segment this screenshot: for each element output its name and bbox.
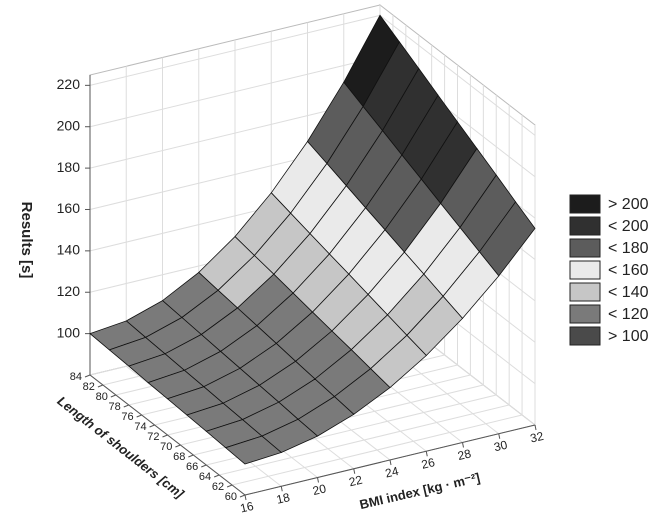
tick-mark <box>280 486 283 492</box>
x-tick-label: 30 <box>492 438 508 455</box>
z-tick-label: 180 <box>57 159 81 175</box>
y-tick-label: 70 <box>160 441 172 453</box>
x-tick-label: 20 <box>311 481 327 498</box>
legend-swatch <box>569 326 601 346</box>
tick-mark <box>188 454 194 458</box>
y-tick-label: 62 <box>212 481 224 493</box>
z-tick-label: 120 <box>57 283 81 299</box>
tick-mark <box>534 424 537 431</box>
z-tick-label: 140 <box>57 242 81 258</box>
legend-label: < 120 <box>608 306 649 323</box>
y-tick-label: 64 <box>199 471 211 483</box>
y-tick-label: 60 <box>225 491 237 503</box>
legend-swatch <box>569 238 601 258</box>
tick-mark <box>123 404 129 408</box>
tick-mark <box>110 394 117 398</box>
y-tick-label: 84 <box>70 371 82 383</box>
tick-mark <box>462 442 464 448</box>
tick-mark <box>201 464 207 468</box>
grid-line <box>231 414 523 486</box>
tick-mark <box>84 374 91 378</box>
legend-label: > 200 <box>608 196 649 213</box>
tick-mark <box>175 444 181 448</box>
x-tick-label: 24 <box>384 464 400 481</box>
surface-patch <box>224 435 283 465</box>
tick-mark <box>317 477 319 483</box>
x-axis-title: BMI index [kg · m⁻²] <box>358 470 481 512</box>
tick-mark <box>353 468 356 474</box>
tick-mark <box>389 459 392 466</box>
tick-mark <box>498 433 501 439</box>
tick-mark <box>425 451 428 457</box>
y-tick-label: 78 <box>109 401 121 413</box>
y-tick-label: 76 <box>121 411 133 423</box>
y-tick-label: 74 <box>134 421 146 433</box>
z-tick-label: 160 <box>57 200 81 216</box>
legend-label: < 200 <box>608 218 649 235</box>
tick-mark <box>149 424 155 428</box>
y-tick-label: 72 <box>147 431 159 443</box>
tick-mark <box>244 494 247 501</box>
x-tick-label: 28 <box>456 446 472 463</box>
legend-label: < 140 <box>608 284 649 301</box>
tick-mark <box>226 484 233 488</box>
tick-mark <box>97 384 104 388</box>
legend-label: < 180 <box>608 240 649 257</box>
tick-mark <box>213 474 220 478</box>
y-tick-label: 66 <box>186 461 198 473</box>
legend-label: < 160 <box>608 262 649 279</box>
z-tick-label: 200 <box>57 117 81 133</box>
x-tick-label: 32 <box>529 429 545 446</box>
x-tick-label: 18 <box>275 490 291 507</box>
tick-mark <box>239 494 246 498</box>
legend-swatch <box>569 260 601 280</box>
y-tick-label: 68 <box>173 451 185 463</box>
x-tick-label: 26 <box>420 455 436 472</box>
z-tick-label: 100 <box>57 324 81 340</box>
z-axis-title: Results [s] <box>18 202 35 279</box>
legend-swatch <box>569 194 601 214</box>
legend-label: > 100 <box>608 328 649 345</box>
x-tick-label: 16 <box>239 499 255 516</box>
y-tick-label: 82 <box>83 381 95 393</box>
legend-swatch <box>569 216 601 236</box>
legend-swatch <box>569 304 601 324</box>
y-tick-label: 80 <box>96 391 108 403</box>
x-tick-label: 22 <box>347 473 363 490</box>
legend-swatch <box>569 282 601 302</box>
z-tick-label: 220 <box>57 76 81 92</box>
tick-mark <box>162 434 168 438</box>
grid-line <box>219 404 510 476</box>
tick-mark <box>136 414 142 418</box>
